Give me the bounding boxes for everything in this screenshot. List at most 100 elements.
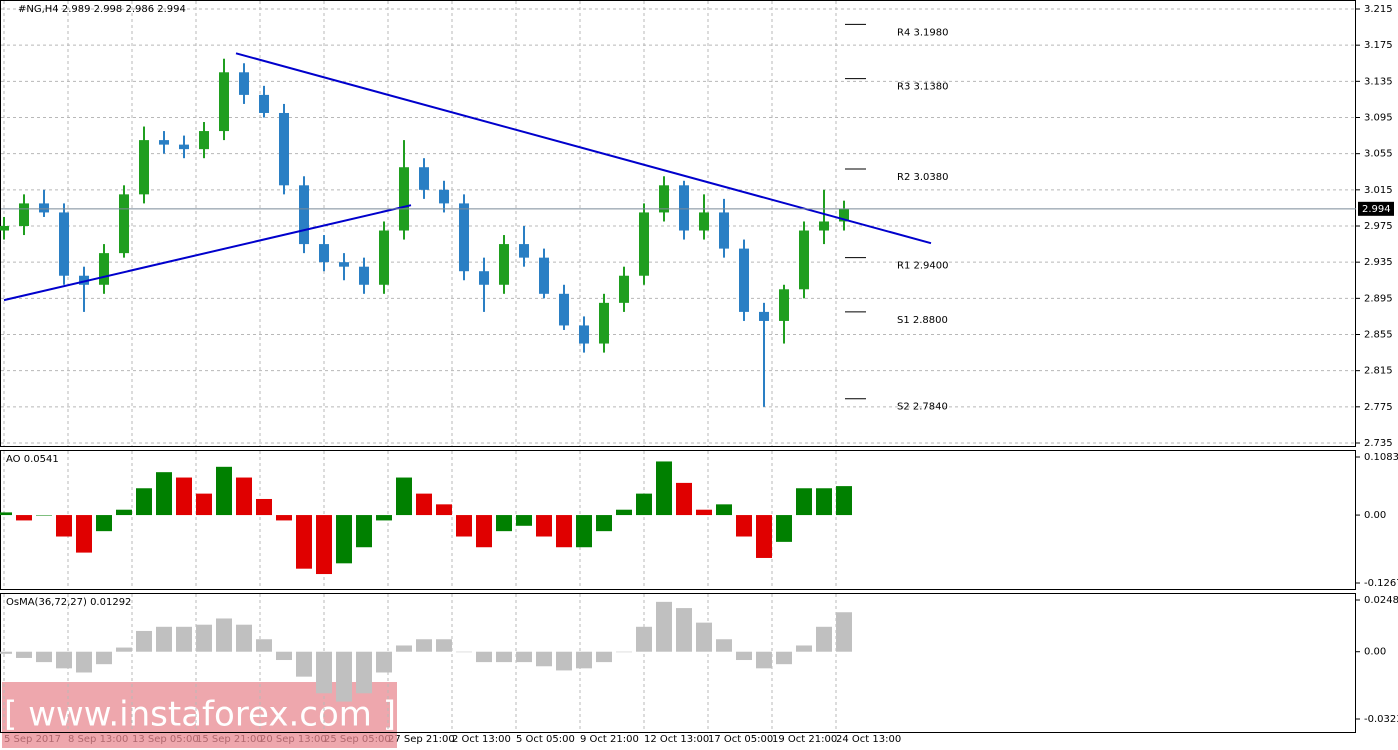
candle-body — [219, 72, 229, 132]
histogram-bar — [516, 651, 532, 663]
panel-frame — [0, 0, 1356, 447]
histogram-bar — [816, 488, 832, 516]
y-tick-label: 0.1083 — [1364, 452, 1398, 463]
histogram-bar — [316, 651, 332, 694]
histogram-bar — [276, 651, 292, 661]
y-tick-label: 0.00 — [1364, 510, 1386, 521]
candle-body — [739, 248, 749, 312]
histogram-bar — [616, 509, 632, 516]
y-tick-label: 3.015 — [1364, 185, 1393, 196]
panel-title: AO 0.0541 — [6, 454, 59, 465]
candle-body — [319, 244, 329, 263]
histogram-bar — [336, 515, 352, 564]
histogram-bar — [456, 651, 472, 653]
candle-body — [39, 203, 49, 213]
histogram-bar — [716, 639, 732, 652]
histogram-bar — [696, 509, 712, 516]
histogram-bar — [416, 493, 432, 516]
histogram-bar — [216, 618, 232, 652]
histogram-bar — [0, 512, 12, 516]
candle-body — [559, 293, 569, 326]
candle-body — [139, 140, 149, 195]
histogram-bar — [76, 651, 92, 673]
histogram-bar — [796, 645, 812, 652]
histogram-bar — [316, 515, 332, 575]
candle-body — [499, 244, 509, 285]
histogram-bar — [396, 645, 412, 652]
histogram-bar — [76, 515, 92, 553]
histogram-bar — [136, 630, 152, 652]
x-tick-label: 17 Oct 05:00 — [708, 734, 773, 745]
histogram-bar — [756, 651, 772, 669]
candle-body — [819, 221, 829, 231]
histogram-bar — [636, 626, 652, 652]
candle-body — [339, 262, 349, 267]
histogram-bar — [36, 651, 52, 663]
histogram-bar — [96, 651, 112, 665]
candle-body — [259, 94, 269, 113]
y-tick-label: 3.215 — [1364, 4, 1393, 15]
x-tick-label: 9 Oct 21:00 — [580, 734, 639, 745]
x-tick-label: 12 Oct 13:00 — [644, 734, 709, 745]
pivot-label: R3 3.1380 — [897, 82, 948, 93]
histogram-bar — [56, 651, 72, 669]
trendline — [235, 52, 932, 245]
candle-body — [719, 212, 729, 249]
histogram-bar — [156, 626, 172, 652]
pivot-label: S1 2.8800 — [897, 315, 948, 326]
histogram-bar — [496, 651, 512, 663]
histogram-bar — [656, 601, 672, 652]
histogram-bar — [116, 509, 132, 516]
histogram-bar — [656, 461, 672, 516]
candle-body — [699, 212, 709, 231]
histogram-bar — [836, 486, 852, 516]
candle-body — [599, 302, 609, 344]
histogram-bar — [196, 624, 212, 652]
histogram-bar — [336, 651, 352, 702]
histogram-bar — [676, 482, 692, 516]
histogram-bar — [796, 488, 812, 516]
histogram-bar — [536, 651, 552, 667]
histogram-bar — [596, 651, 612, 663]
histogram-bar — [256, 498, 272, 516]
histogram-bar — [196, 493, 212, 516]
histogram-bar — [436, 639, 452, 652]
x-tick-label: 27 Sep 21:00 — [388, 734, 455, 745]
histogram-bar — [16, 515, 32, 521]
histogram-bar — [16, 651, 32, 658]
candle-body — [239, 72, 249, 95]
candle-body — [539, 257, 549, 294]
pivot-label: R4 3.1980 — [897, 27, 948, 38]
candle-body — [359, 266, 369, 285]
candle-body — [579, 325, 589, 344]
histogram-bar — [736, 515, 752, 537]
candle-body — [759, 311, 769, 321]
histogram-bar — [576, 651, 592, 669]
histogram-bar — [476, 651, 492, 663]
histogram-bar — [536, 515, 552, 537]
y-tick-label: 2.935 — [1364, 257, 1393, 268]
histogram-bar — [236, 477, 252, 516]
histogram-bar — [816, 626, 832, 652]
candle-body — [279, 112, 289, 186]
candle-body — [159, 140, 169, 145]
histogram-bar — [176, 477, 192, 516]
x-tick-label: 24 Oct 13:00 — [836, 734, 901, 745]
y-tick-label: 2.895 — [1364, 293, 1393, 304]
candle-body — [799, 230, 809, 290]
histogram-bar — [776, 651, 792, 665]
histogram-bar — [516, 515, 532, 526]
candle-body — [119, 194, 129, 254]
panel-title: OsMA(36,72,27) 0.01292 — [6, 597, 131, 608]
histogram-bar — [636, 493, 652, 516]
y-tick-label: 3.095 — [1364, 113, 1393, 124]
histogram-bar — [396, 477, 412, 516]
histogram-bar — [476, 515, 492, 548]
histogram-bar — [256, 639, 272, 652]
histogram-bar — [696, 622, 712, 652]
candle-body — [0, 226, 9, 231]
y-tick-label: -0.1267 — [1364, 578, 1398, 589]
histogram-bar — [556, 515, 572, 548]
histogram-bar — [736, 651, 752, 661]
